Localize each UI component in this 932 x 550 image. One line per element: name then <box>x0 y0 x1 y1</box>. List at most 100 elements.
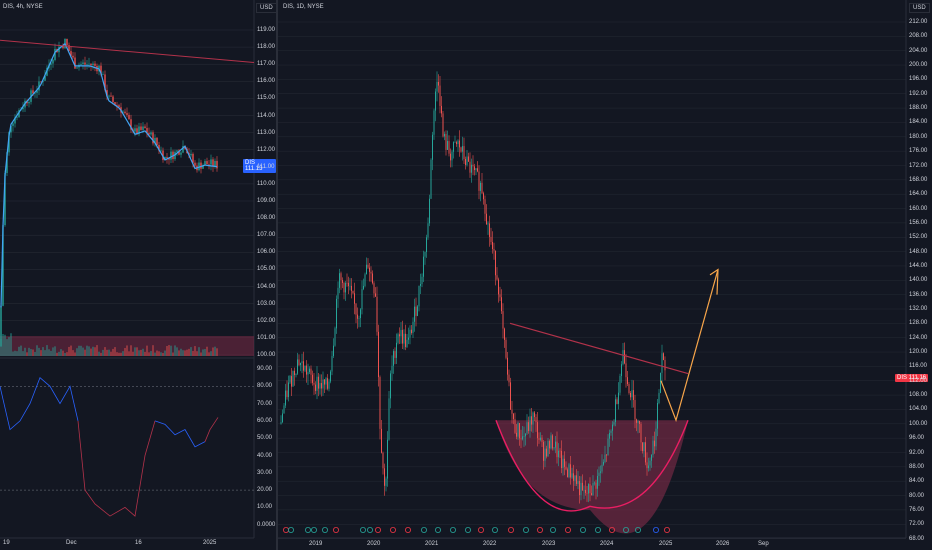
candle-body <box>613 422 615 425</box>
price-tick-label: 84.00 <box>909 478 925 485</box>
event-marker-icon[interactable] <box>464 527 471 534</box>
candle-body <box>640 423 642 443</box>
right-currency-button[interactable]: USD <box>909 3 930 13</box>
candle-body <box>304 365 306 371</box>
volume-bar <box>60 349 62 356</box>
event-marker-icon[interactable] <box>405 527 412 534</box>
candle-body <box>340 273 342 281</box>
candle-body <box>182 145 184 153</box>
left-price-axis[interactable]: 119.00 118.00 117.00 116.00 115.00 114.00 113.… <box>254 0 276 550</box>
candle-body <box>574 475 576 481</box>
candle-body <box>522 436 523 440</box>
event-marker-icon[interactable] <box>622 527 629 534</box>
volume-bar <box>206 346 208 356</box>
candle-body <box>634 400 636 420</box>
event-marker-icon[interactable] <box>608 527 615 534</box>
candle-body <box>142 126 144 130</box>
volume-bar <box>154 352 156 356</box>
right-price-axis[interactable]: 212.00 208.00 204.00 200.00 196.00 192.00 188.… <box>906 0 932 550</box>
pane-divider[interactable] <box>276 0 278 550</box>
volume-bar <box>50 350 52 356</box>
event-marker-icon[interactable] <box>634 527 641 534</box>
price-tick-label: 124.00 <box>909 334 928 341</box>
volume-bar <box>10 333 12 356</box>
price-tick-label: 128.00 <box>909 320 928 327</box>
candle-body <box>430 159 432 199</box>
event-marker-icon[interactable] <box>564 527 571 534</box>
candle-body <box>432 134 433 160</box>
candle-body <box>361 289 363 310</box>
volume-bar <box>38 347 40 356</box>
right-chart-canvas[interactable] <box>278 0 932 550</box>
event-marker-icon[interactable] <box>311 527 318 534</box>
price-tick-label: 103.00 <box>257 300 276 307</box>
left-chart-canvas[interactable] <box>0 0 276 550</box>
candle-body <box>292 370 294 387</box>
candle-body <box>348 282 349 287</box>
volume-bar <box>164 350 166 356</box>
price-tick-label: 107.00 <box>257 232 276 239</box>
event-marker-icon[interactable] <box>367 527 374 534</box>
candle-body <box>555 441 556 448</box>
event-marker-icon[interactable] <box>663 527 670 534</box>
event-marker-icon[interactable] <box>507 527 514 534</box>
candle-body <box>435 91 436 111</box>
price-tick-label: 112.00 <box>909 377 927 384</box>
candle-body <box>204 161 206 166</box>
event-marker-icon[interactable] <box>322 527 329 534</box>
candle-body <box>460 147 462 152</box>
event-marker-icon[interactable] <box>333 527 340 534</box>
event-marker-icon[interactable] <box>304 527 311 534</box>
event-marker-icon[interactable] <box>375 527 382 534</box>
event-marker-icon[interactable] <box>287 527 294 534</box>
event-marker-icon[interactable] <box>536 527 543 534</box>
event-marker-icon[interactable] <box>360 527 367 534</box>
candle-body <box>535 417 537 423</box>
event-marker-icon[interactable] <box>283 527 289 534</box>
right-time-axis[interactable]: 2019 2020 2021 2022 2023 2024 2025 2026 Sep <box>278 538 906 550</box>
candle-body <box>598 472 600 476</box>
volume-bar <box>8 337 10 356</box>
event-marker-icon[interactable] <box>420 527 427 534</box>
event-marker-icon[interactable] <box>594 527 601 534</box>
event-marker-icon[interactable] <box>390 527 397 534</box>
right-chart-pane[interactable]: DIS, 1D, NYSE USD DIS 111.16 212.00 208.0… <box>278 0 932 550</box>
event-marker-icon[interactable] <box>449 527 456 534</box>
volume-bar <box>54 346 56 356</box>
candle-body <box>609 432 610 439</box>
volume-bar <box>210 351 212 356</box>
volume-bar <box>116 352 118 356</box>
candle-body <box>164 157 166 160</box>
candle-body <box>325 378 327 385</box>
candle-body <box>301 361 303 363</box>
candle-body <box>652 440 654 455</box>
candle-body <box>543 441 544 461</box>
event-marker-icon[interactable] <box>491 527 498 534</box>
candle-body <box>465 159 466 165</box>
event-marker-icon[interactable] <box>434 527 441 534</box>
left-chart-pane[interactable]: DIS, 4h, NYSE USD DIS 111.13 119.00 118.0… <box>0 0 276 550</box>
candle-body <box>466 156 468 165</box>
price-tick-label: 106.00 <box>257 249 276 256</box>
candle-body <box>588 484 589 494</box>
candle-body <box>510 382 511 410</box>
oscillator-tick-label: 90.00 <box>257 366 273 372</box>
candle-body <box>84 62 86 65</box>
volume-bar <box>34 351 36 356</box>
event-marker-icon[interactable] <box>579 527 586 534</box>
event-marker-icon[interactable] <box>549 527 556 534</box>
candle-body <box>534 412 535 418</box>
left-time-axis[interactable]: 19 Dec 16 2025 <box>0 538 254 550</box>
candle-body <box>444 133 445 137</box>
event-marker-icon[interactable] <box>652 527 659 534</box>
left-oscillator-axis[interactable]: 90.00 80.00 70.00 60.00 50.00 40.00 30.00 20.00… <box>254 0 276 550</box>
event-marker-icon[interactable] <box>477 527 484 534</box>
volume-bar <box>22 351 24 356</box>
candle-body <box>376 296 378 332</box>
oscillator-line <box>154 420 206 448</box>
candle-body <box>429 198 430 224</box>
left-currency-button[interactable]: USD <box>256 3 276 13</box>
volume-bar <box>62 350 64 356</box>
event-marker-icon[interactable] <box>522 527 529 534</box>
candle-body <box>28 101 30 104</box>
